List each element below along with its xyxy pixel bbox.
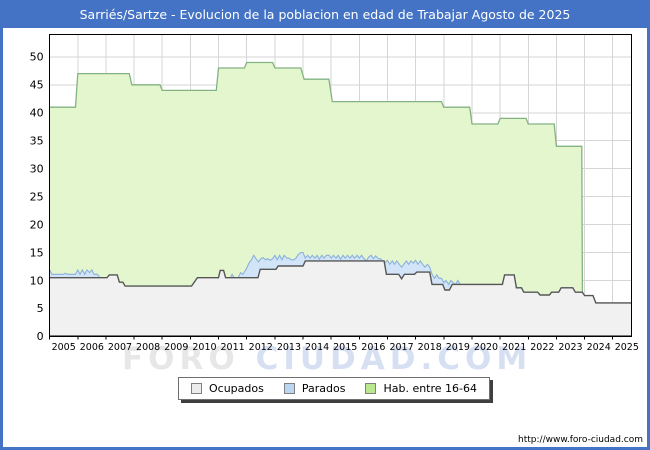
svg-text:2013: 2013: [277, 342, 301, 353]
hab-16-64-swatch-icon: [365, 383, 377, 394]
series-hab-entre-16-64: [49, 61, 584, 337]
svg-text:2008: 2008: [136, 342, 160, 353]
svg-text:25: 25: [30, 190, 44, 203]
svg-text:2010: 2010: [192, 342, 216, 353]
series-ocupados: [49, 260, 632, 337]
x-axis-labels: 2005 2006 2007 2008 2009 2010 2011 2012 2013 2014…: [52, 342, 639, 353]
ocupados-swatch-icon: [191, 383, 202, 394]
plot-border: [48, 33, 633, 338]
svg-text:2018: 2018: [418, 342, 442, 353]
svg-text:2015: 2015: [333, 342, 357, 353]
svg-text:2011: 2011: [221, 342, 245, 353]
svg-text:2023: 2023: [558, 342, 582, 353]
svg-text:2021: 2021: [502, 342, 526, 353]
svg-text:0: 0: [37, 330, 44, 343]
legend-item-hab: Hab. entre 16-64: [365, 382, 477, 395]
watermark-part1: FORO: [122, 341, 240, 377]
svg-text:35: 35: [30, 135, 44, 148]
legend-item-ocupados: Ocupados: [191, 382, 264, 395]
legend-item-parados: Parados: [283, 382, 346, 395]
svg-text:10: 10: [30, 274, 44, 287]
svg-text:45: 45: [30, 79, 44, 92]
legend: Ocupados Parados Hab. entre 16-64: [178, 377, 491, 400]
foro-ciudad-watermark: FORO CIUDAD.COM: [122, 341, 532, 377]
chart-title: Sarriés/Sartze - Evolucion de la poblaci…: [0, 0, 650, 28]
svg-text:30: 30: [30, 162, 44, 175]
source-url: http://www.foro-ciudad.com: [518, 435, 643, 445]
svg-text:15: 15: [30, 246, 44, 259]
svg-text:2022: 2022: [530, 342, 554, 353]
svg-text:20: 20: [30, 218, 44, 231]
svg-text:2020: 2020: [474, 342, 498, 353]
svg-text:2017: 2017: [389, 342, 413, 353]
svg-text:2025: 2025: [615, 342, 639, 353]
svg-text:2009: 2009: [164, 342, 188, 353]
svg-text:2006: 2006: [80, 342, 104, 353]
svg-text:2007: 2007: [108, 342, 132, 353]
svg-text:2005: 2005: [52, 342, 76, 353]
svg-text:2016: 2016: [361, 342, 385, 353]
svg-text:40: 40: [30, 107, 44, 120]
parados-swatch-icon: [283, 383, 295, 394]
svg-text:5: 5: [37, 302, 44, 315]
svg-text:2019: 2019: [446, 342, 470, 353]
legend-label-ocupados: Ocupados: [209, 382, 264, 395]
svg-text:50: 50: [30, 51, 44, 64]
y-axis-labels: 0 5 10 15 20 25 30 35 40 45 50: [30, 51, 44, 344]
legend-label-parados: Parados: [301, 382, 346, 395]
svg-text:2024: 2024: [587, 342, 611, 353]
legend-label-hab: Hab. entre 16-64: [383, 382, 478, 395]
watermark-part2: CIUDAD.COM: [255, 341, 533, 377]
x-axis-ticks: [49, 336, 614, 340]
svg-text:2012: 2012: [249, 342, 273, 353]
svg-text:2014: 2014: [305, 342, 329, 353]
